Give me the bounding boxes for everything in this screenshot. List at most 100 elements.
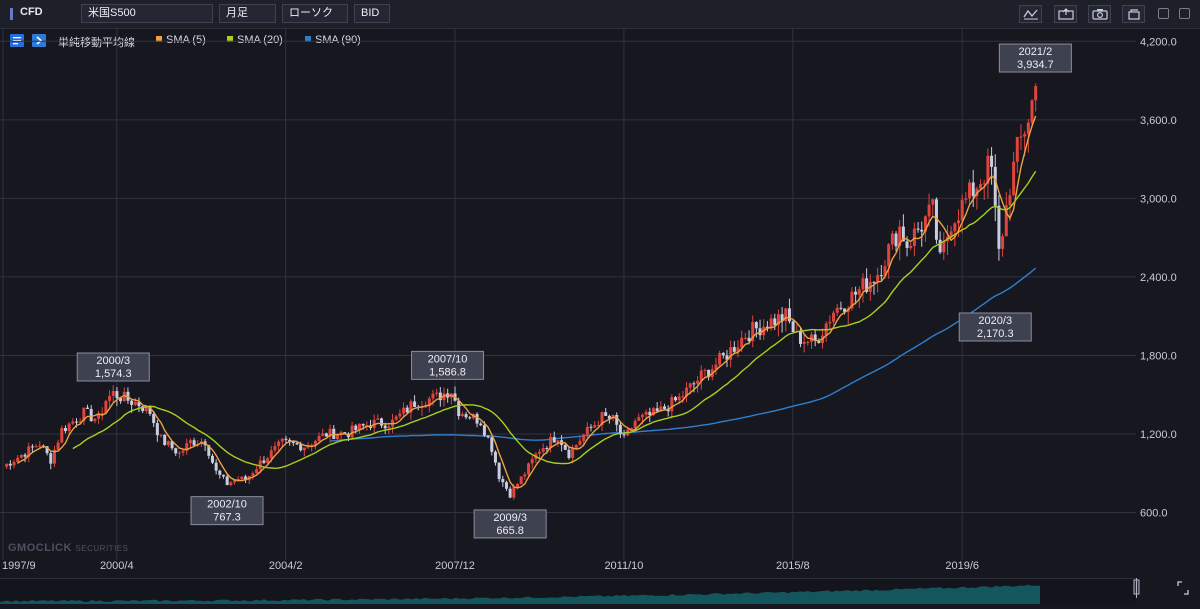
legend-settings-icon[interactable] xyxy=(10,34,24,47)
candle-body xyxy=(288,439,292,442)
candle-body xyxy=(552,436,556,443)
candle-body xyxy=(108,395,112,401)
candle-body xyxy=(659,406,663,412)
candle-body xyxy=(1012,161,1016,196)
legend-indicator-name: 単純移動平均線 xyxy=(58,37,135,49)
sma20-swatch xyxy=(227,36,233,42)
candle-body xyxy=(957,220,960,224)
candle-body xyxy=(979,184,983,189)
candle-body xyxy=(427,398,431,407)
candle-body xyxy=(923,216,927,232)
annotation-date: 2002/10 xyxy=(207,499,247,511)
candle-body xyxy=(431,393,435,399)
candle-body xyxy=(166,441,170,445)
candle-body xyxy=(791,321,795,333)
candle-body xyxy=(122,391,126,402)
candle-body xyxy=(5,463,9,467)
candle-body xyxy=(890,233,894,245)
candle-body xyxy=(523,474,527,477)
candle-body xyxy=(688,383,692,388)
candle-body xyxy=(618,424,622,435)
candle-body xyxy=(30,446,34,448)
price-side-selector[interactable]: BID xyxy=(354,4,390,23)
candle-body xyxy=(295,443,299,445)
candle-body xyxy=(244,476,248,481)
candle-body xyxy=(615,415,619,425)
candle-body xyxy=(651,408,655,416)
candle-body xyxy=(696,380,700,384)
candle-body xyxy=(82,407,86,422)
candle-body xyxy=(236,479,240,481)
candle-body xyxy=(12,461,16,466)
candle-body xyxy=(229,482,233,485)
timeframe-selector[interactable]: 月足 xyxy=(219,4,276,23)
annotation-box xyxy=(958,312,1032,342)
annotation-value: 767.3 xyxy=(213,512,241,524)
navigator-handle-icon[interactable] xyxy=(1131,578,1143,598)
annotation-box xyxy=(76,352,150,382)
sma5-swatch xyxy=(156,36,162,42)
candle-body xyxy=(130,400,134,405)
candle-body xyxy=(78,421,82,423)
candle-body xyxy=(648,411,652,416)
candle-body xyxy=(233,480,237,483)
candle-body xyxy=(258,460,262,470)
candle-body xyxy=(1030,100,1034,123)
candle-body xyxy=(394,416,398,420)
candle-body xyxy=(442,393,446,401)
legend-sma20-label: SMA (20) xyxy=(237,34,283,46)
annotation-value: 1,574.3 xyxy=(95,368,132,380)
candle-body xyxy=(111,391,115,396)
candle-body xyxy=(802,342,806,344)
candle-body xyxy=(953,223,957,232)
screenshot-camera-icon[interactable] xyxy=(1088,5,1111,23)
candle-body xyxy=(780,314,784,322)
sma5-layer xyxy=(17,115,1037,489)
candle-body xyxy=(163,434,167,445)
candle-body xyxy=(769,318,773,329)
candle-body xyxy=(23,454,27,457)
product-type-label: CFD xyxy=(20,6,43,18)
navigator-bar[interactable] xyxy=(0,578,1136,604)
candle-body xyxy=(916,228,920,230)
candle-body xyxy=(93,418,97,422)
window-copy-icon[interactable] xyxy=(1122,5,1145,23)
candle-body xyxy=(633,420,637,429)
candle-body xyxy=(798,331,802,344)
x-tick-label: 2015/8 xyxy=(776,560,810,572)
x-tick-label: 1997/9 xyxy=(2,560,36,572)
candle-body xyxy=(501,479,505,483)
candle-body xyxy=(482,425,486,436)
symbol-selector[interactable]: 米国S500 xyxy=(81,4,213,23)
candle-body xyxy=(530,459,534,464)
legend-sma5-label: SMA (5) xyxy=(166,34,206,46)
candle-body xyxy=(299,444,303,451)
candle-body xyxy=(38,445,42,447)
candle-body xyxy=(317,435,321,441)
candle-body xyxy=(75,421,78,423)
chart-style-selector[interactable]: ローソク xyxy=(282,4,348,23)
candle-body xyxy=(938,239,942,253)
toolbar: CFD 米国S500 月足 ローソク BID xyxy=(0,0,1200,29)
candle-body xyxy=(354,425,358,431)
indicator-toggle-icon[interactable] xyxy=(1019,5,1042,23)
maximize-icon[interactable] xyxy=(1179,8,1190,19)
fit-range-icon[interactable] xyxy=(1176,580,1190,596)
candle-body xyxy=(89,408,93,422)
annotation-date: 2021/2 xyxy=(1019,46,1053,58)
candle-body xyxy=(251,473,255,477)
candle-body xyxy=(240,476,244,480)
candle-body xyxy=(872,281,876,283)
export-icon[interactable] xyxy=(1054,5,1077,23)
minimize-icon[interactable] xyxy=(1158,8,1169,19)
candle-body xyxy=(644,411,648,415)
price-chart[interactable]: 2000/31,574.32002/10767.32007/101,586.82… xyxy=(0,28,1136,560)
annotation-date: 2020/3 xyxy=(978,315,1012,327)
legend-expand-icon[interactable] xyxy=(32,34,46,47)
candle-body xyxy=(567,449,571,458)
candle-body xyxy=(574,444,578,448)
candle-body xyxy=(357,423,361,431)
candle-body xyxy=(335,434,339,439)
candle-body xyxy=(817,340,821,344)
candle-body xyxy=(119,398,123,402)
